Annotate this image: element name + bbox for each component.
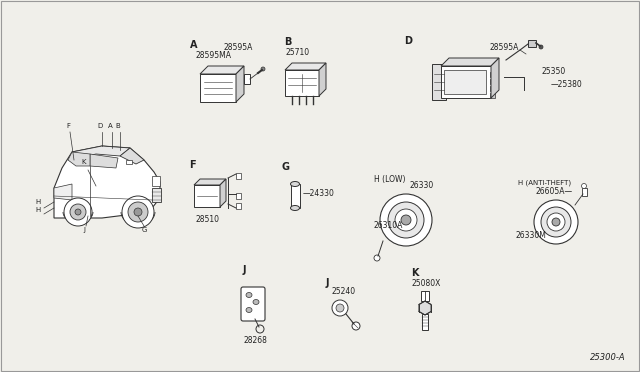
Bar — [421, 291, 429, 301]
Bar — [490, 93, 495, 98]
Text: 25350: 25350 — [541, 67, 565, 76]
Bar — [152, 176, 160, 186]
Circle shape — [582, 183, 586, 189]
Circle shape — [134, 208, 142, 216]
Circle shape — [552, 218, 560, 226]
Bar — [432, 64, 446, 100]
Text: F: F — [66, 123, 70, 129]
Text: —24330: —24330 — [303, 189, 335, 198]
Polygon shape — [194, 179, 226, 185]
Bar — [244, 74, 250, 84]
Bar — [444, 70, 486, 94]
Text: J: J — [243, 265, 246, 275]
Circle shape — [539, 45, 543, 49]
Ellipse shape — [246, 292, 252, 298]
Circle shape — [332, 300, 348, 316]
Text: 28268: 28268 — [243, 336, 267, 345]
Polygon shape — [220, 179, 226, 207]
Text: 25710: 25710 — [286, 48, 310, 57]
Text: D: D — [97, 123, 102, 129]
Polygon shape — [236, 66, 244, 102]
Bar — [441, 66, 491, 98]
FancyBboxPatch shape — [241, 287, 265, 321]
Text: 26330: 26330 — [410, 181, 435, 190]
Circle shape — [395, 209, 417, 231]
Text: 26330M: 26330M — [516, 231, 547, 240]
Bar — [236, 203, 241, 209]
Ellipse shape — [253, 299, 259, 305]
Circle shape — [336, 304, 344, 312]
Text: —25380: —25380 — [551, 80, 583, 89]
Text: 25080X: 25080X — [411, 279, 440, 288]
Bar — [285, 70, 319, 96]
Bar — [236, 173, 241, 179]
Bar — [528, 40, 536, 47]
Text: F: F — [189, 160, 196, 170]
Circle shape — [261, 67, 265, 71]
Text: 28595A: 28595A — [490, 43, 520, 52]
Text: H (ANTI-THEFT): H (ANTI-THEFT) — [518, 179, 571, 186]
Bar — [291, 184, 300, 208]
Ellipse shape — [352, 322, 360, 330]
Text: 26605A—: 26605A— — [536, 187, 573, 196]
Bar — [490, 72, 495, 77]
Circle shape — [75, 209, 81, 215]
Polygon shape — [54, 184, 72, 200]
Polygon shape — [120, 148, 144, 164]
Circle shape — [541, 207, 571, 237]
Text: J: J — [326, 278, 330, 288]
Bar — [152, 188, 161, 202]
Circle shape — [374, 255, 380, 261]
Text: 28595A: 28595A — [224, 43, 253, 52]
Text: G: G — [141, 227, 147, 233]
Text: 26310A: 26310A — [374, 221, 403, 230]
Bar — [422, 314, 428, 330]
Text: K: K — [411, 268, 419, 278]
Bar — [200, 74, 236, 102]
Text: A: A — [108, 123, 113, 129]
Polygon shape — [200, 66, 244, 74]
Bar — [490, 86, 495, 91]
Circle shape — [547, 213, 565, 231]
Text: 25300-A: 25300-A — [590, 353, 626, 362]
Polygon shape — [72, 146, 130, 158]
Polygon shape — [285, 63, 326, 70]
Text: 28595MA: 28595MA — [196, 51, 232, 60]
Text: A: A — [190, 40, 198, 50]
Text: H: H — [35, 207, 40, 213]
Polygon shape — [54, 146, 160, 218]
Bar — [490, 79, 495, 84]
Circle shape — [122, 196, 154, 228]
Bar — [236, 193, 241, 199]
Bar — [582, 188, 587, 196]
Text: J: J — [83, 227, 85, 233]
Polygon shape — [491, 58, 499, 98]
Circle shape — [534, 200, 578, 244]
Text: B: B — [284, 37, 291, 47]
Text: H (LOW): H (LOW) — [374, 175, 406, 184]
Circle shape — [128, 202, 148, 222]
Polygon shape — [68, 152, 90, 166]
Circle shape — [70, 204, 86, 220]
Text: 25240: 25240 — [332, 287, 356, 296]
Circle shape — [401, 215, 411, 225]
Bar — [126, 160, 132, 164]
Polygon shape — [441, 58, 499, 66]
Ellipse shape — [291, 205, 300, 211]
Polygon shape — [90, 154, 118, 168]
Text: 28510: 28510 — [195, 215, 219, 224]
Text: K: K — [82, 159, 86, 165]
Circle shape — [388, 202, 424, 238]
Ellipse shape — [291, 182, 300, 186]
Circle shape — [64, 198, 92, 226]
Text: G: G — [281, 162, 289, 172]
Bar — [194, 185, 220, 207]
Circle shape — [380, 194, 432, 246]
Ellipse shape — [246, 308, 252, 312]
Polygon shape — [319, 63, 326, 96]
Text: B: B — [116, 123, 120, 129]
Text: H: H — [35, 199, 40, 205]
Text: D: D — [404, 36, 412, 46]
